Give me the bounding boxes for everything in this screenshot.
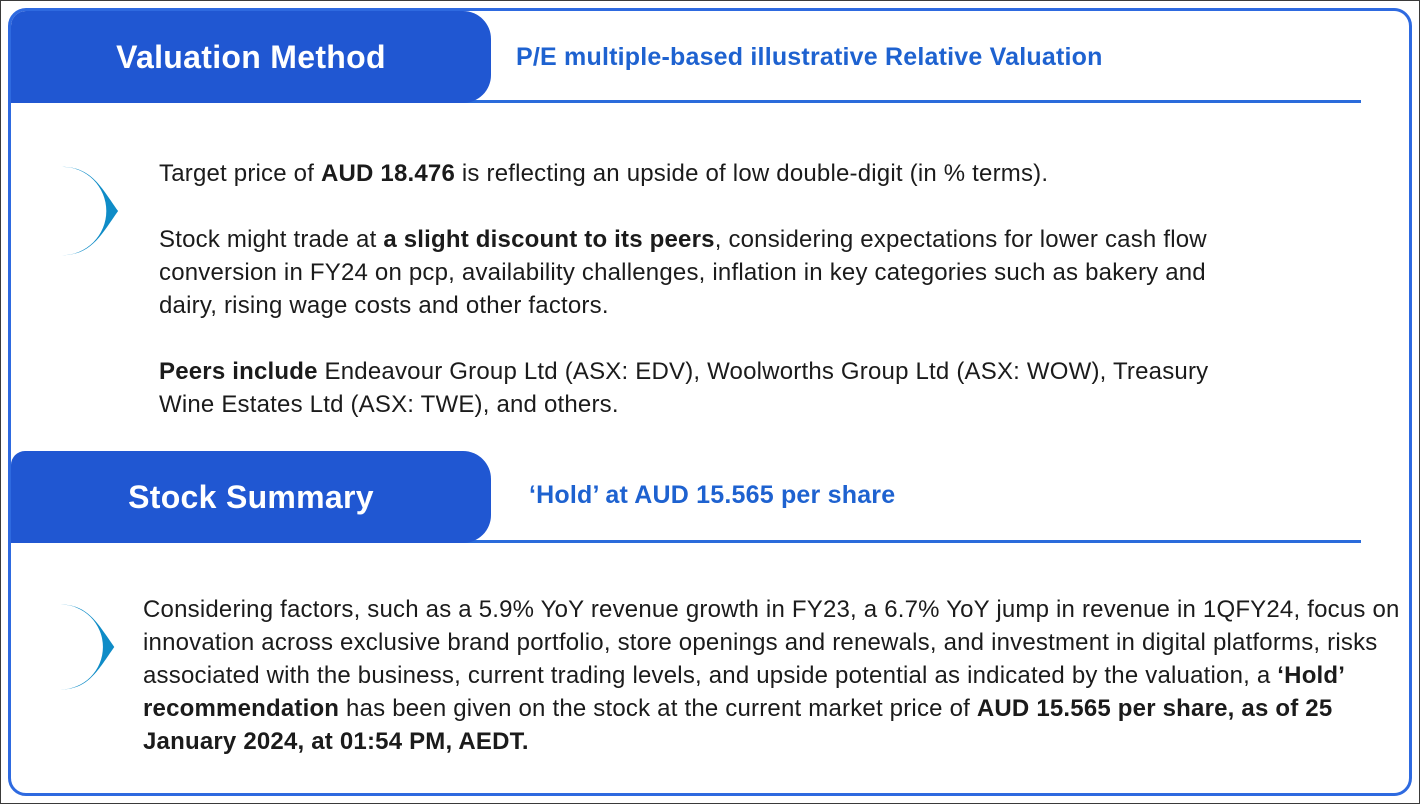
pin-right-icon: [15, 161, 123, 261]
stock-summary-subtitle: ‘Hold’ at AUD 15.565 per share: [529, 481, 896, 509]
stock-summary-notes: Considering factors, such as a 5.9% YoY …: [143, 593, 1403, 758]
pin-right-icon: [15, 599, 119, 695]
report-card: Valuation Method P/E multiple-based illu…: [8, 8, 1412, 796]
valuation-method-notes: Target price of AUD 18.476 is reflecting…: [159, 157, 1264, 421]
header-divider: [11, 540, 1361, 543]
stock-summary-header-tab: Stock Summary: [11, 451, 491, 543]
paragraph: Stock might trade at a slight discount t…: [159, 226, 1207, 319]
valuation-method-subtitle: P/E multiple-based illustrative Relative…: [516, 43, 1103, 71]
valuation-method-title: Valuation Method: [116, 38, 386, 75]
stock-summary-title: Stock Summary: [128, 478, 374, 515]
paragraph: Considering factors, such as a 5.9% YoY …: [143, 596, 1400, 755]
header-divider: [11, 100, 1361, 103]
paragraph: Peers include Endeavour Group Ltd (ASX: …: [159, 358, 1209, 418]
valuation-method-header-tab: Valuation Method: [11, 11, 491, 103]
paragraph: Target price of AUD 18.476 is reflecting…: [159, 160, 1049, 187]
